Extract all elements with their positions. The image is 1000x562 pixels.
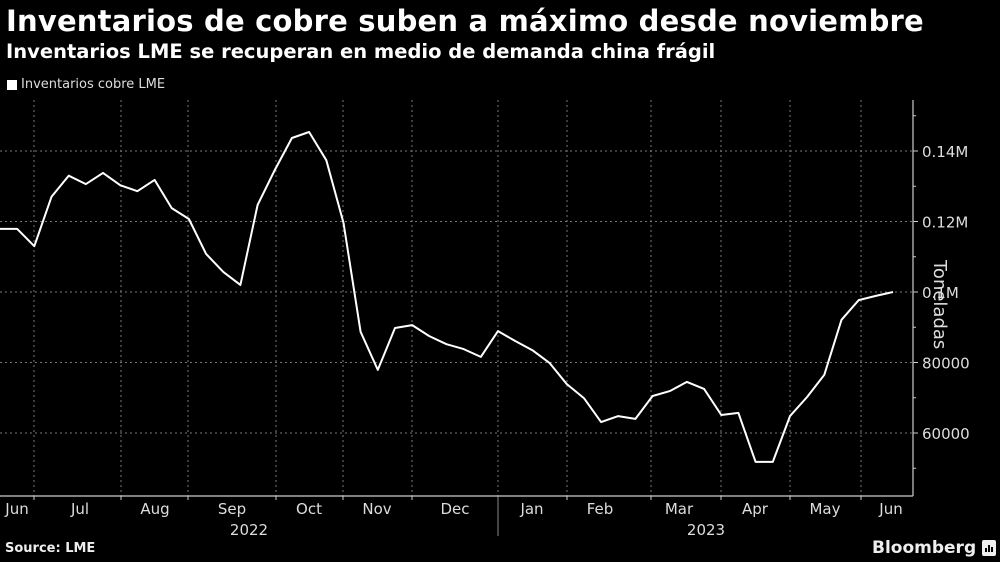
source-note: Source: LME bbox=[5, 541, 96, 556]
series-line bbox=[0, 131, 894, 463]
brand-name: Bloomberg bbox=[872, 538, 977, 558]
y-axis-label: Toneladas bbox=[929, 260, 950, 350]
svg-text:Jul: Jul bbox=[70, 500, 89, 518]
axes bbox=[0, 100, 918, 536]
svg-text:Aug: Aug bbox=[140, 500, 169, 518]
svg-text:2022: 2022 bbox=[230, 521, 268, 539]
svg-text:Jun: Jun bbox=[878, 500, 902, 518]
svg-text:Dec: Dec bbox=[440, 500, 469, 518]
svg-text:60000: 60000 bbox=[922, 425, 970, 443]
svg-text:Mar: Mar bbox=[665, 500, 694, 518]
svg-text:Jan: Jan bbox=[519, 500, 543, 518]
bloomberg-brand: Bloomberg bbox=[872, 538, 997, 558]
chart-title: Inventarios de cobre suben a máximo desd… bbox=[6, 4, 924, 38]
grid-lines bbox=[0, 100, 913, 496]
svg-text:0.12M: 0.12M bbox=[922, 214, 968, 232]
legend: Inventarios cobre LME bbox=[7, 77, 165, 92]
svg-text:80000: 80000 bbox=[922, 355, 970, 373]
svg-text:Oct: Oct bbox=[296, 500, 322, 518]
svg-text:0.1M: 0.1M bbox=[922, 284, 959, 302]
legend-label: Inventarios cobre LME bbox=[21, 77, 166, 92]
svg-text:Nov: Nov bbox=[362, 500, 391, 518]
svg-text:May: May bbox=[809, 500, 840, 518]
svg-text:2023: 2023 bbox=[687, 521, 725, 539]
legend-swatch-icon bbox=[7, 79, 17, 90]
svg-text:Sep: Sep bbox=[218, 500, 246, 518]
chart-subtitle: Inventarios LME se recuperan en medio de… bbox=[6, 40, 716, 63]
svg-text:0.14M: 0.14M bbox=[922, 143, 968, 161]
svg-text:Jun: Jun bbox=[4, 500, 28, 518]
svg-text:Apr: Apr bbox=[742, 500, 769, 518]
bloomberg-chart-icon bbox=[982, 540, 997, 556]
axis-tick-labels: 60000 80000 0.1M 0.12M 0.14M Jun Jul Aug Sep Oct N… bbox=[4, 143, 969, 539]
svg-text:Feb: Feb bbox=[587, 500, 614, 518]
